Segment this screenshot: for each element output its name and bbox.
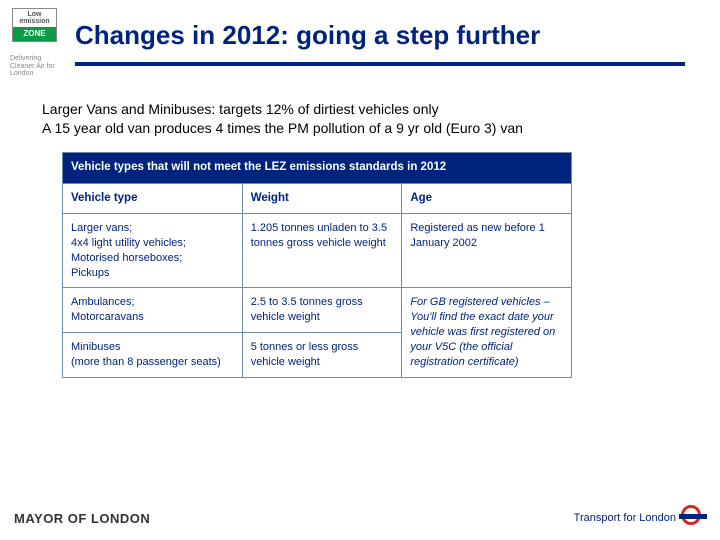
col-age: Age: [402, 183, 572, 214]
table-row: Ambulances; Motorcaravans 2.5 to 3.5 ton…: [63, 288, 572, 333]
table-row: Larger vans; 4x4 light utility vehicles;…: [63, 214, 572, 288]
tfl-label: Transport for London: [574, 512, 676, 524]
intro-block: Larger Vans and Minibuses: targets 12% o…: [42, 100, 682, 138]
cell-weight: 1.205 tonnes unladen to 3.5 tonnes gross…: [242, 214, 402, 288]
page-title: Changes in 2012: going a step further: [75, 20, 540, 51]
table-column-row: Vehicle type Weight Age: [63, 183, 572, 214]
mayor-of-london: MAYOR OF LONDON: [14, 511, 150, 526]
col-weight: Weight: [242, 183, 402, 214]
badge-line1: Low: [13, 11, 56, 18]
table-title: Vehicle types that will not meet the LEZ…: [63, 153, 572, 184]
col-vehicle-type: Vehicle type: [63, 183, 243, 214]
cell-age-span: For GB registered vehicles – You'll find…: [402, 288, 572, 377]
lez-badge: Low emission ZONE: [12, 8, 57, 42]
cell-weight: 2.5 to 3.5 tonnes gross vehicle weight: [242, 288, 402, 333]
badge-line2: emission: [13, 18, 56, 25]
cell-type: Minibuses (more than 8 passenger seats): [63, 333, 243, 378]
footer: MAYOR OF LONDON Transport for London: [14, 506, 706, 530]
tfl-roundel-icon: [682, 506, 706, 530]
cell-type: Larger vans; 4x4 light utility vehicles;…: [63, 214, 243, 288]
intro-line-1: Larger Vans and Minibuses: targets 12% o…: [42, 100, 682, 119]
tfl-brand: Transport for London: [574, 506, 706, 530]
table-title-row: Vehicle types that will not meet the LEZ…: [63, 153, 572, 184]
title-underline: [75, 62, 685, 66]
cell-weight: 5 tonnes or less gross vehicle weight: [242, 333, 402, 378]
cell-type: Ambulances; Motorcaravans: [63, 288, 243, 333]
intro-line-2: A 15 year old van produces 4 times the P…: [42, 119, 682, 138]
badge-zone: ZONE: [13, 27, 56, 41]
lez-table: Vehicle types that will not meet the LEZ…: [62, 152, 572, 378]
badge-tagline: Delivering Cleaner Air for London: [10, 55, 60, 78]
cell-age: Registered as new before 1 January 2002: [402, 214, 572, 288]
